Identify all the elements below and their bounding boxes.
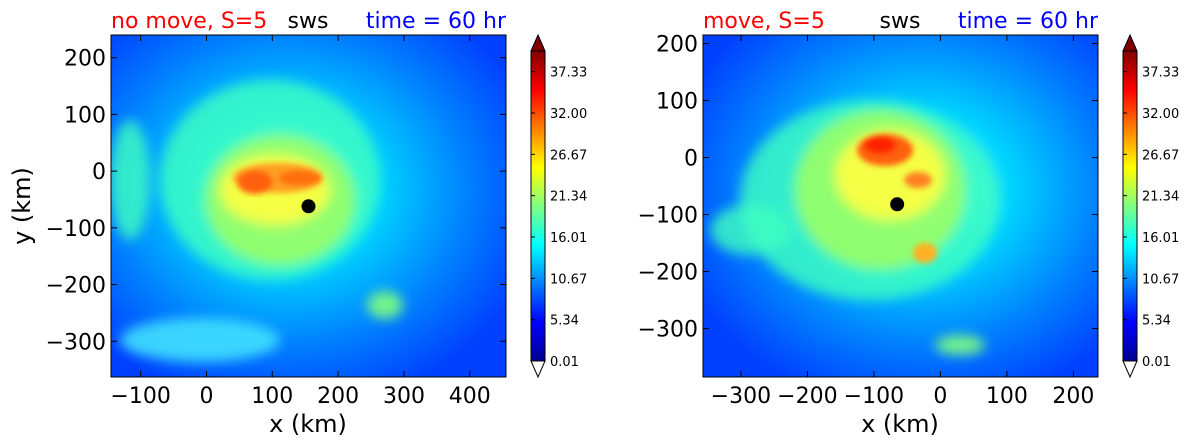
storm-center-marker [890,197,905,212]
plot-area-right [703,35,1098,377]
axes-frame-right [702,34,1099,378]
colorbar-tick-label: 16.01 [550,231,587,246]
colorbar-tick-label: 0.01 [550,355,579,370]
y-tick-label: 200 [64,47,106,72]
x-tick-label: −300 [711,384,771,409]
y-tick-label: 0 [684,147,698,172]
y-tick-label: 200 [656,33,698,58]
y-tick-label: −300 [46,330,106,355]
x-ticks-right: −300 −200 −100 0 100 200 [711,35,1094,409]
colorbar-tick-label: 32.00 [550,107,587,122]
x-axis-label-right: x (km) [861,410,939,438]
plot-area-left [111,35,506,377]
title-right: time = 60 hr [958,9,1099,34]
wind-max-left [233,163,323,194]
x-tick-label: 200 [1052,384,1094,409]
y-tick-label: 100 [64,103,106,128]
colorbar-max-extend [1122,33,1138,52]
x-tick-label: 0 [933,384,947,409]
title-center: sws [880,9,921,34]
colorbar-tick-label: 10.67 [550,272,587,287]
colorbar-left: 0.01 5.34 10.67 16.01 21.34 26.67 32.00 37.33 [530,33,587,379]
colorbar-tick-label: 26.67 [1142,148,1179,163]
colorbar-right: 0.01 5.34 10.67 16.01 21.34 26.67 32.00 37.33 [1122,33,1179,379]
colorbar-ticks-right: 0.01 5.34 10.67 16.01 21.34 26.67 32.00 37.33 [1123,66,1179,370]
x-tick-label: 400 [449,384,491,409]
colorbar-tick-label: 0.01 [1142,355,1171,370]
panel-left: no move, S=5 sws time = 60 hr −100 0 100 20… [8,9,587,438]
colorbar-tick-label: 5.34 [550,314,579,329]
y-tick-label: 100 [656,90,698,115]
x-axis-label-left: x (km) [269,410,347,438]
title-left: no move, S=5 [111,9,267,34]
x-tick-label: −200 [777,384,837,409]
y-tick-label: −300 [638,318,698,343]
colorbar-tick-label: 10.67 [1142,272,1179,287]
y-ticks-right: 200 100 0 −100 −200 −300 [638,33,1098,343]
colorbar-ticks-left: 0.01 5.34 10.67 16.01 21.34 26.67 32.00 37.33 [531,66,587,370]
x-tick-label: 0 [199,384,213,409]
storm-center-marker [301,199,316,214]
colorbar-tick-label: 37.33 [1142,66,1179,81]
y-tick-label: −100 [638,204,698,229]
x-tick-label: −100 [110,384,170,409]
x-tick-label: 300 [383,384,425,409]
y-tick-label: −200 [638,261,698,286]
title-right: time = 60 hr [366,9,507,34]
colorbar-tick-label: 16.01 [1142,231,1179,246]
colorbar-min-extend [530,360,546,379]
axes-frame-left [110,34,507,378]
panel-right: move, S=5 sws time = 60 hr −300 −200 −100 0… [638,9,1180,438]
x-ticks-left: −100 0 100 200 300 400 [110,35,491,409]
colorbar-min-extend [1122,360,1138,379]
colorbar-bar [530,50,546,362]
x-tick-label: 100 [986,384,1028,409]
colorbar-tick-label: 5.34 [1142,314,1171,329]
colorbar-tick-label: 26.67 [550,148,587,163]
colorbar-tick-label: 21.34 [550,190,587,205]
y-tick-label: −200 [46,274,106,299]
y-tick-label: −100 [46,217,106,242]
title-center: sws [288,9,329,34]
y-ticks-left: 200 100 0 −100 −200 −300 [46,47,506,355]
x-tick-label: 100 [251,384,293,409]
title-left: move, S=5 [703,9,825,34]
colorbar-tick-label: 21.34 [1142,190,1179,205]
colorbar-tick-label: 32.00 [1142,107,1179,122]
colorbar-max-extend [530,33,546,52]
x-tick-label: 200 [317,384,359,409]
x-tick-label: −100 [844,384,904,409]
colorbar-tick-label: 37.33 [550,66,587,81]
y-axis-label-left: y (km) [8,167,36,245]
colorbar-bar [1122,50,1138,362]
y-tick-label: 0 [92,160,106,185]
wind-max-right [857,134,937,263]
